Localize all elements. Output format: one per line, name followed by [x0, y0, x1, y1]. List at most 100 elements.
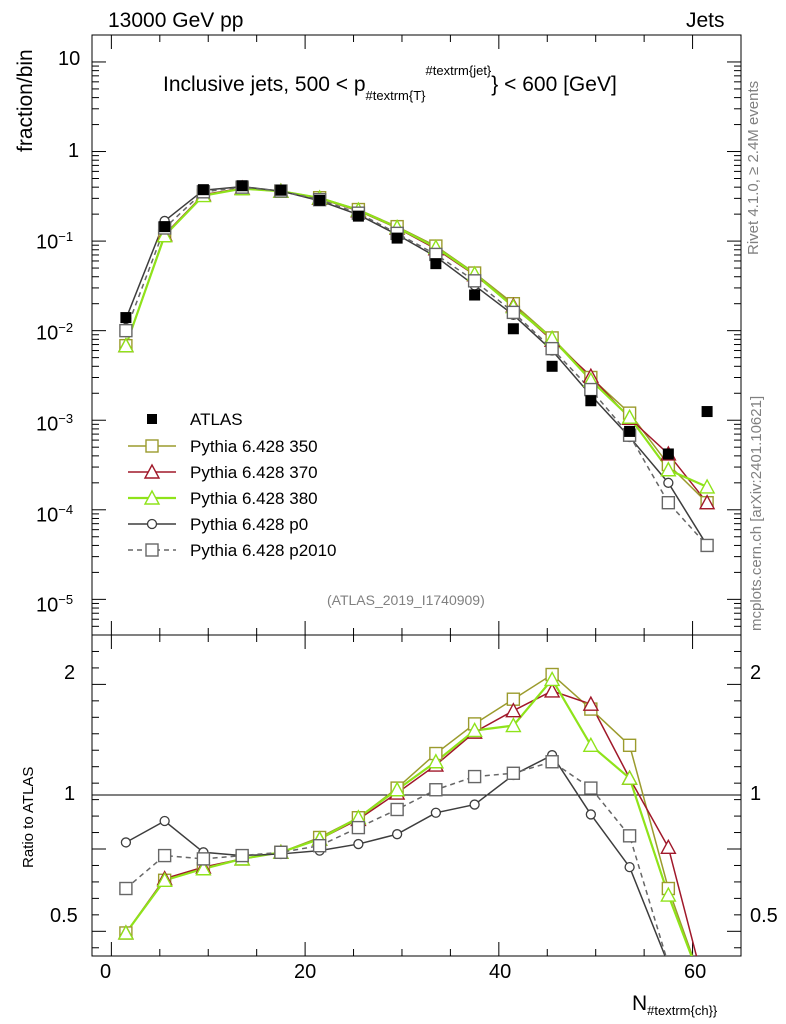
atlas-data-point: [120, 312, 132, 324]
ratio-y-tick-label-right: 2: [750, 662, 762, 684]
chart-title-post: } < 600 [GeV]: [491, 73, 617, 96]
atlas-data-point: [197, 184, 209, 196]
legend-symbol-marker: [143, 489, 161, 505]
atlas-data-point: [585, 395, 597, 407]
series-point-ratio: [235, 848, 249, 863]
chart-title-sub: #textrm{T}: [365, 88, 426, 103]
chart-title-sup: #textrm{jet}: [425, 63, 492, 78]
series-point-main: [621, 408, 638, 424]
series-point-ratio: [582, 695, 600, 711]
x-axis-label-sub: #textrm{ch}}: [647, 1003, 718, 1019]
series-point-ratio: [430, 807, 442, 818]
y-tick-label-power: 10−3: [36, 411, 74, 436]
series-point-ratio: [157, 848, 172, 863]
series-point-ratio: [427, 753, 445, 769]
series-point-ratio: [660, 838, 677, 855]
legend-symbol-marker: [145, 543, 159, 557]
legend-label-380: Pythia 6.428 380: [190, 489, 318, 508]
series-point-ratio: [543, 682, 561, 698]
ratio-y-tick-label-right: 0.5: [750, 905, 778, 927]
y-tick-label-power: 10−5: [36, 592, 74, 617]
series-point-ratio: [505, 717, 522, 733]
series-point-ratio: [119, 881, 133, 896]
series-point-ratio: [545, 755, 559, 769]
x-tick-label: 40: [489, 961, 512, 983]
atlas-data-point: [352, 210, 364, 222]
series-point-ratio: [120, 837, 132, 848]
series-point-ratio: [117, 924, 135, 940]
series-point-ratio: [156, 871, 173, 887]
atlas-data-point: [507, 323, 519, 335]
series-point-ratio: [584, 781, 598, 795]
legend-label-atlas: ATLAS: [190, 410, 243, 429]
series-point-ratio: [195, 860, 212, 876]
chart-title: Inclusive jets, 500 < p#textrm{T} #textrm…: [163, 63, 617, 103]
series-point-ratio: [624, 861, 635, 873]
series-line-ratio: [125, 673, 694, 956]
y-tick-label: 10: [58, 48, 81, 70]
legend-label-p0: Pythia 6.428 p0: [190, 515, 309, 534]
series-point-main: [700, 538, 714, 553]
series-point-ratio: [429, 783, 443, 797]
series-point-main: [467, 274, 482, 288]
ratio-y-tick-label: 0.5: [50, 905, 78, 927]
atlas-data-point: [314, 194, 326, 206]
series-point-main: [698, 494, 716, 510]
series-point-main: [663, 477, 674, 488]
series-point-main: [506, 305, 521, 320]
x-tick-label: 20: [294, 961, 317, 983]
legend-label-350: Pythia 6.428 350: [190, 437, 318, 456]
y-tick-label: 1: [68, 140, 80, 162]
series-point-ratio: [159, 815, 170, 827]
x-tick-label: 0: [100, 961, 112, 983]
atlas-data-point: [624, 425, 636, 437]
series-point-main: [156, 227, 173, 243]
ratio-y-tick-label: 2: [64, 662, 76, 684]
series-line-ratio: [125, 677, 693, 956]
series-line-ratio: [125, 754, 666, 956]
legend-symbol-marker: [146, 518, 158, 530]
series-point-ratio: [469, 799, 480, 810]
series-point-ratio: [505, 702, 522, 718]
series-point-ratio: [467, 769, 482, 784]
series-point-main: [661, 496, 676, 510]
series-point-ratio: [622, 738, 637, 752]
series-point-ratio: [543, 670, 561, 687]
legend-label-370: Pythia 6.428 370: [190, 463, 318, 482]
legend-symbol-atlas: [147, 414, 157, 424]
legend-symbol-marker: [143, 463, 161, 479]
series-line-main: [124, 187, 708, 488]
ratio-y-tick-label-right: 1: [750, 783, 762, 805]
atlas-data-point: [546, 360, 558, 372]
x-axis-label: N#textrm{ch}}: [632, 992, 717, 1018]
mcplots-label: mcplots.cern.ch [arXiv:2401.10621]: [748, 395, 765, 631]
series-point-ratio: [621, 769, 638, 785]
series-point-ratio: [196, 852, 211, 866]
y-tick-label-power: 10−2: [36, 320, 74, 345]
y-tick-label-power: 10−1: [36, 229, 74, 254]
atlas-data-point: [236, 180, 248, 192]
series-point-ratio: [506, 766, 521, 780]
atlas-data-point: [275, 184, 287, 196]
chart-title-pre: Inclusive jets, 500 < p: [163, 73, 366, 96]
series-line-main: [125, 186, 708, 546]
ratio-y-tick-label: 1: [64, 783, 76, 805]
y-axis-label: fraction/bin: [14, 49, 37, 152]
atlas-data-point: [469, 289, 481, 301]
atlas-data-point: [430, 258, 442, 270]
series-point-main: [117, 337, 135, 353]
x-tick-label: 60: [684, 961, 707, 983]
atlas-data-point: [701, 406, 713, 418]
rivet-version-label: Rivet 4.1.0, ≥ 2.4M events: [745, 80, 762, 255]
atlas-data-point: [159, 221, 171, 233]
x-axis-label-main: N: [632, 992, 648, 1015]
header-left-label: 13000 GeV pp: [108, 9, 244, 32]
legend-symbol-marker: [145, 439, 159, 453]
series-point-ratio: [466, 722, 483, 738]
series-point-main: [119, 323, 133, 338]
series-point-ratio: [660, 886, 677, 902]
series-point-ratio: [312, 839, 327, 853]
series-point-main: [660, 461, 677, 477]
series-line-ratio: [125, 760, 667, 956]
series-point-ratio: [585, 809, 597, 820]
